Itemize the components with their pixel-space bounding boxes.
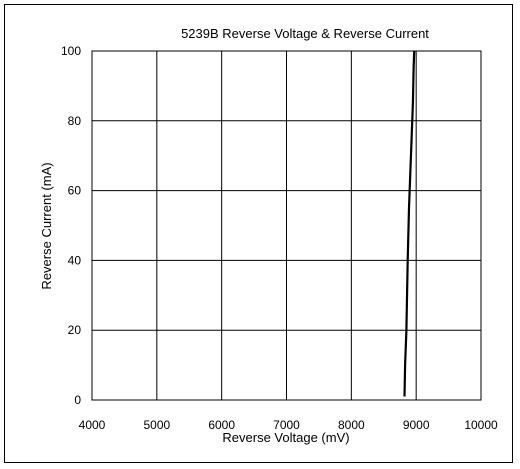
y-tick-label: 60 <box>68 184 82 198</box>
grid <box>91 50 482 401</box>
y-tick-label: 80 <box>68 114 82 128</box>
x-axis-ticks: 4000 5000 6000 7000 8000 9000 10000 <box>79 418 498 432</box>
x-tick-label: 9000 <box>403 418 430 432</box>
x-axis-label: Reverse Voltage (mV) <box>222 430 349 445</box>
y-tick-label: 40 <box>68 253 82 267</box>
x-tick-label: 7000 <box>273 418 300 432</box>
x-tick-label: 10000 <box>464 418 498 432</box>
y-axis-label: Reverse Current (mA) <box>39 162 54 289</box>
y-tick-label: 20 <box>68 323 82 337</box>
series-line <box>403 50 416 397</box>
x-tick-label: 8000 <box>338 418 365 432</box>
x-tick-label: 6000 <box>208 418 235 432</box>
y-tick-label: 100 <box>61 44 81 58</box>
y-tick-label: 0 <box>74 393 81 407</box>
chart-title: 5239B Reverse Voltage & Reverse Current <box>181 26 429 41</box>
chart-frame <box>4 4 513 463</box>
plot-area <box>91 50 482 401</box>
y-axis-ticks: 0 20 40 60 80 100 <box>61 44 81 407</box>
series-layer <box>403 50 416 397</box>
x-tick-label: 5000 <box>143 418 170 432</box>
x-tick-label: 4000 <box>79 418 106 432</box>
